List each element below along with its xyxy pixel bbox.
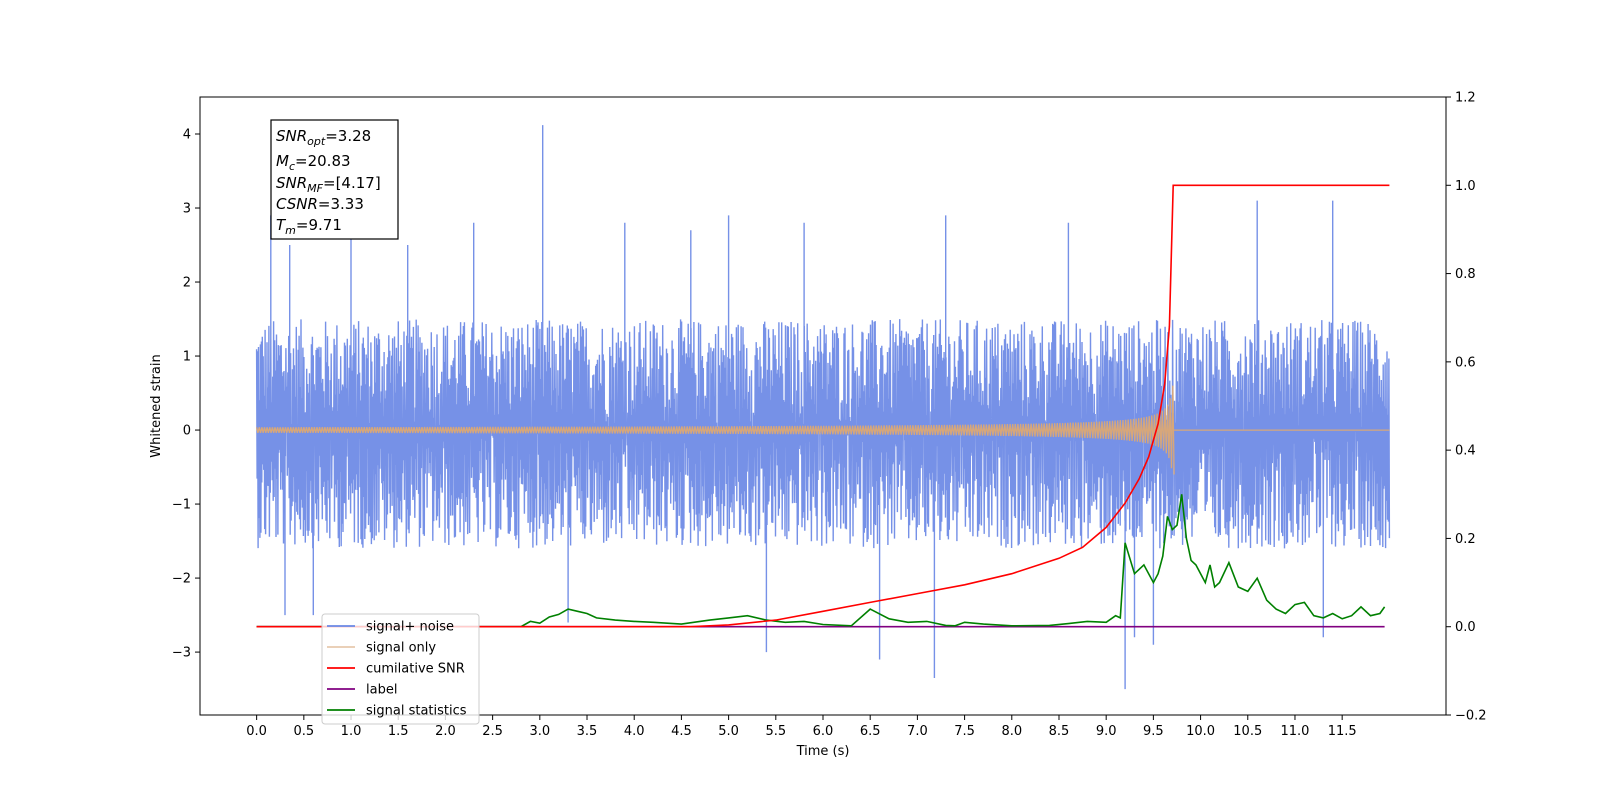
y-tick-label: −1: [172, 498, 191, 513]
annotation-line: Tm=9.71: [276, 216, 342, 237]
x-tick-label: 11.0: [1280, 724, 1309, 739]
x-tick-label: 1.5: [388, 724, 409, 739]
y-tick-label: −2: [172, 572, 191, 587]
y2-tick-label: 0.0: [1455, 620, 1476, 635]
y-tick-label: −3: [172, 646, 191, 661]
annotation-line: SNRMF=[4.17]: [276, 174, 381, 195]
y-tick-label: 4: [183, 128, 191, 143]
y2-tick-label: 1.2: [1455, 91, 1476, 106]
x-tick-label: 0.0: [246, 724, 267, 739]
x-tick-label: 4.5: [671, 724, 692, 739]
x-tick-label: 7.0: [907, 724, 928, 739]
legend-label: signal statistics: [366, 704, 467, 719]
y2-tick-label: −0.2: [1455, 709, 1487, 724]
x-axis-label: Time (s): [796, 744, 850, 759]
x-tick-label: 0.5: [293, 724, 314, 739]
y2-tick-label: 0.2: [1455, 532, 1476, 547]
y2-tick-label: 1.0: [1455, 179, 1476, 194]
series-cumulative-snr: [256, 184, 1390, 628]
y-tick-label: 1: [183, 350, 191, 365]
y-tick-label: 0: [183, 424, 191, 439]
legend-label: signal+ noise: [366, 620, 454, 635]
x-tick-label: 8.0: [1001, 724, 1022, 739]
legend: signal+ noise signal only cumilative SNR la…: [321, 613, 480, 725]
y2-tick-label: 0.6: [1455, 355, 1476, 370]
x-tick-label: 4.0: [624, 724, 645, 739]
series-signal-noise: [255, 125, 1391, 690]
x-tick-label: 6.5: [860, 724, 881, 739]
axes: 0.0 0.5 1.0 1.5 2.0 2.5 3.0 3.5 4.0 4.5 5.0 5.5 6.0 6…: [172, 91, 1487, 740]
y2-tick-label: 0.8: [1455, 267, 1476, 282]
annotation-line: Mc=20.83: [276, 152, 351, 173]
series-signal-only: [255, 385, 1390, 475]
legend-label: signal only: [366, 641, 436, 656]
annotation-line: SNRopt=3.28: [276, 127, 371, 148]
x-tick-label: 11.5: [1328, 724, 1357, 739]
x-tick-label: 9.0: [1096, 724, 1117, 739]
x-tick-label: 1.0: [341, 724, 362, 739]
annotation-frame: [270, 119, 399, 240]
annotation-line: CSNR=3.33: [276, 195, 364, 213]
x-tick-label: 2.0: [435, 724, 456, 739]
x-tick-label: 3.5: [577, 724, 598, 739]
y2-tick-label: 0.4: [1455, 444, 1476, 459]
y-axis-label: Whitened strain: [149, 354, 164, 457]
y-tick-label: 3: [183, 202, 191, 217]
legend-label: cumilative SNR: [366, 662, 465, 677]
x-tick-label: 5.0: [718, 724, 739, 739]
x-tick-label: 10.5: [1233, 724, 1262, 739]
x-tick-label: 10.0: [1186, 724, 1215, 739]
legend-label: label: [366, 683, 397, 698]
annotation-box: SNRopt=3.28 Mc=20.83SNRMF=[4.17]CSNR=3.33…: [270, 119, 399, 240]
x-tick-label: 9.5: [1143, 724, 1164, 739]
x-tick-label: 3.0: [529, 724, 550, 739]
plot-area: [255, 125, 1391, 690]
x-tick-label: 2.5: [482, 724, 503, 739]
series-signal-statistics: [256, 494, 1386, 628]
x-tick-label: 8.5: [1049, 724, 1070, 739]
y-tick-label: 2: [183, 276, 191, 291]
x-tick-label: 6.0: [813, 724, 834, 739]
x-tick-label: 7.5: [954, 724, 975, 739]
x-tick-label: 5.5: [765, 724, 786, 739]
legend-frame: [321, 613, 480, 725]
